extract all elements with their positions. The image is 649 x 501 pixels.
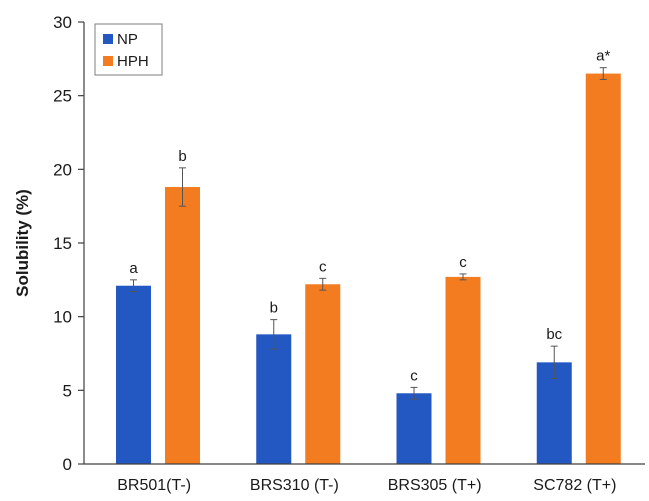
legend-swatch-hph — [103, 56, 113, 66]
x-category-label: SC782 (T+) — [533, 477, 616, 494]
significance-label: a* — [596, 48, 610, 65]
significance-label: b — [270, 300, 278, 317]
y-tick-label: 20 — [53, 160, 72, 179]
y-axis-title: Solubility (%) — [13, 189, 32, 297]
y-tick-label: 15 — [53, 234, 72, 253]
legend: NP HPH — [94, 23, 163, 76]
bar-np-1 — [116, 285, 151, 464]
legend-label-np: NP — [117, 31, 138, 48]
significance-label: c — [319, 258, 327, 275]
x-category-label: BR501(T-) — [117, 477, 191, 494]
significance-label: c — [410, 367, 418, 384]
y-tick-label: 5 — [63, 381, 72, 400]
bars — [116, 73, 621, 465]
x-category-label: BRS305 (T+) — [388, 477, 482, 494]
y-tick-label: 30 — [53, 13, 72, 32]
bar-hph-2 — [305, 284, 341, 464]
bar-np-3 — [396, 393, 432, 464]
significance-label: bc — [546, 326, 562, 343]
y-tick-label: 0 — [63, 455, 72, 474]
bar-hph-3 — [445, 276, 481, 464]
x-category-label: BRS310 (T-) — [250, 477, 339, 494]
bar-hph-4 — [585, 73, 621, 465]
legend-box — [94, 23, 163, 76]
bar-np-4 — [536, 362, 572, 464]
bar-hph-1 — [165, 187, 200, 464]
legend-swatch-np — [103, 34, 113, 44]
significance-label: b — [178, 148, 186, 165]
significance-label: a — [129, 260, 138, 277]
y-tick-label: 10 — [53, 308, 72, 327]
y-tick-label: 25 — [53, 87, 72, 106]
bar-np-2 — [256, 334, 292, 464]
category-labels: BR501(T-) BRS310 (T-) BRS305 (T+) SC782 (T+… — [117, 477, 616, 494]
error-bars — [130, 67, 607, 400]
y-axis-ticks: 0 5 10 15 20 25 30 — [53, 13, 84, 474]
legend-label-hph: HPH — [117, 53, 149, 70]
significance-label: c — [459, 254, 467, 271]
